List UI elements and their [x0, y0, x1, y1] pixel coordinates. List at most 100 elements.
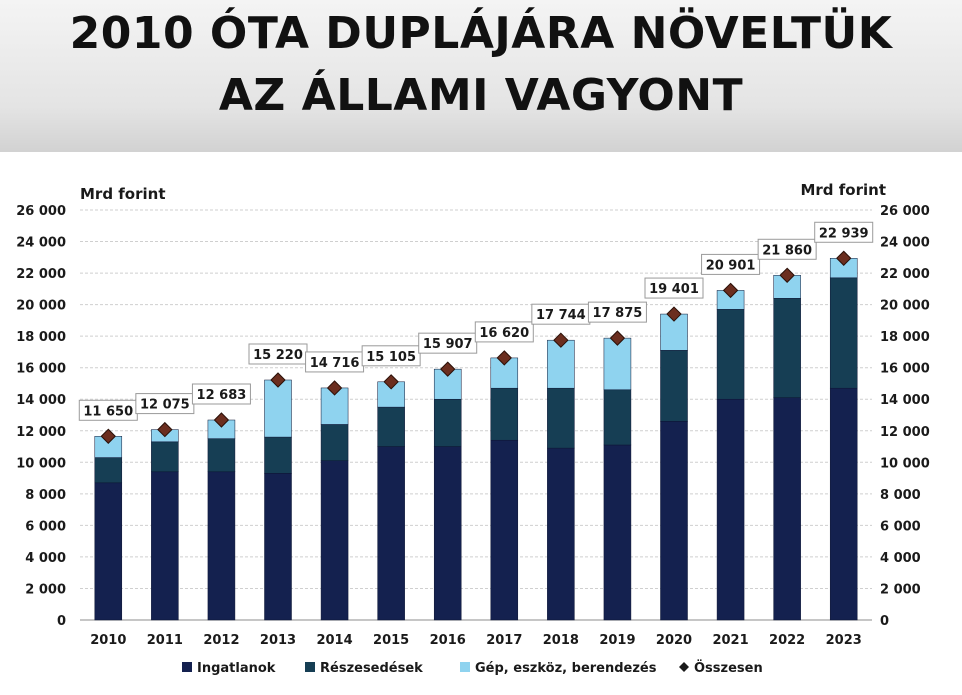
legend-label-osszesen: Összesen: [694, 660, 763, 676]
legend-label-ingatlanok: Ingatlanok: [197, 661, 276, 676]
total-marker: [326, 380, 343, 396]
bar-segment-reszesedesek: [433, 398, 462, 447]
total-label-box: [191, 383, 251, 405]
bar-segment-ingatlanok: [829, 387, 858, 621]
right-axis-unit: Mrd forint: [800, 181, 886, 199]
total-marker: [836, 250, 852, 266]
total-label-box: [644, 277, 704, 299]
bar-segment-reszesedesek: [660, 350, 688, 422]
legend-swatch-reszesedesek: [305, 662, 315, 672]
bar-segment-ingatlanok: [207, 471, 236, 621]
x-tick-label: 2020: [656, 633, 692, 648]
y-tick-label-right: 8 000: [880, 488, 921, 503]
y-tick-label-right: 14 000: [880, 393, 930, 408]
total-label-box: [701, 253, 761, 275]
total-label-box: [361, 345, 421, 367]
total-label: 11 650: [83, 404, 133, 419]
x-tick-label: 2019: [599, 633, 635, 648]
bar-segment-ingatlanok: [547, 447, 575, 621]
total-marker: [666, 306, 682, 322]
legend-swatch-gep: [460, 662, 470, 672]
bar-segment-reszesedesek: [94, 457, 123, 484]
y-tick-label-right: 6 000: [880, 519, 921, 534]
x-tick-label: 2022: [769, 633, 805, 648]
total-label: 20 901: [706, 258, 756, 273]
y-tick-label-left: 14 000: [16, 393, 66, 408]
total-label: 17 875: [593, 306, 643, 321]
total-label-box: [474, 321, 534, 343]
total-label: 15 105: [366, 350, 416, 365]
y-tick-label-right: 18 000: [880, 330, 930, 345]
y-tick-label-left: 10 000: [16, 456, 66, 471]
bar-segment-reszesedesek: [829, 277, 858, 389]
y-tick-label-left: 22 000: [16, 267, 66, 282]
y-tick-label-left: 4 000: [25, 551, 66, 566]
legend-swatch-osszesen: [679, 662, 689, 672]
total-label: 12 075: [140, 398, 190, 413]
total-label: 19 401: [649, 282, 699, 297]
total-label: 21 860: [762, 243, 812, 258]
total-label: 22 939: [819, 226, 869, 241]
bar-segment-ingatlanok: [603, 444, 632, 621]
bar-segment-reszesedesek: [207, 438, 236, 473]
x-tick-label: 2015: [373, 633, 409, 648]
total-label: 16 620: [479, 326, 529, 341]
x-tick-label: 2013: [260, 633, 296, 648]
bar-segment-gep: [264, 379, 292, 438]
total-label: 15 220: [253, 348, 303, 363]
y-tick-label-right: 4 000: [880, 551, 921, 566]
total-label-box: [757, 238, 817, 260]
y-tick-label-left: 18 000: [16, 330, 66, 345]
bar-segment-reszesedesek: [151, 441, 179, 473]
y-tick-label-left: 12 000: [16, 425, 66, 440]
total-label-box: [814, 221, 874, 243]
bar-segment-reszesedesek: [264, 436, 292, 474]
total-marker: [270, 372, 286, 388]
y-tick-label-left: 2 000: [25, 582, 66, 597]
bar-segment-reszesedesek: [490, 387, 519, 441]
y-tick-label-left: 0: [57, 614, 66, 629]
y-tick-label-left: 26 000: [16, 204, 66, 219]
x-tick-label: 2010: [90, 633, 126, 648]
total-label: 14 716: [310, 356, 360, 371]
total-marker: [383, 374, 399, 390]
x-tick-label: 2018: [543, 633, 579, 648]
y-tick-label-left: 24 000: [16, 236, 66, 251]
x-tick-label: 2012: [203, 633, 239, 648]
title-line-1: 2010 ÓTA DUPLÁJÁRA NÖVELTÜK: [69, 8, 893, 59]
total-marker: [213, 412, 230, 428]
y-tick-label-left: 20 000: [16, 299, 66, 314]
bar-segment-reszesedesek: [773, 298, 801, 398]
y-tick-label-right: 12 000: [880, 425, 930, 440]
total-marker: [779, 267, 795, 283]
bar-segment-reszesedesek: [547, 387, 575, 449]
bar-segment-ingatlanok: [433, 446, 462, 621]
total-label-box: [418, 332, 478, 354]
chart: 0 0 2 000 2 000 4 000 4 000 6 000 6 000 8 000 8 0…: [16, 181, 930, 676]
total-marker: [553, 332, 569, 348]
y-tick-label-left: 6 000: [25, 519, 66, 534]
total-marker: [609, 330, 626, 346]
total-marker: [722, 282, 739, 299]
bar-segment-ingatlanok: [320, 460, 349, 621]
bar-segment-ingatlanok: [773, 397, 801, 621]
y-tick-label-right: 26 000: [880, 204, 930, 219]
bar-segment-ingatlanok: [94, 482, 123, 621]
x-tick-label: 2014: [316, 633, 352, 648]
legend-label-reszesedesek: Részesedések: [320, 661, 423, 676]
bar-segment-reszesedesek: [377, 406, 405, 447]
bar-segment-gep: [603, 337, 632, 391]
total-label: 17 744: [536, 308, 586, 323]
total-marker: [100, 428, 116, 444]
legend-swatch-ingatlanok: [182, 662, 192, 672]
left-axis-unit: Mrd forint: [80, 185, 166, 203]
total-label: 15 907: [423, 337, 473, 352]
y-tick-label-right: 0: [880, 614, 889, 629]
bar-segment-reszesedesek: [320, 424, 349, 461]
y-tick-label-left: 8 000: [25, 488, 66, 503]
bar-segment-ingatlanok: [716, 398, 745, 621]
y-tick-label-right: 10 000: [880, 456, 930, 471]
y-tick-label-right: 20 000: [880, 299, 930, 314]
x-tick-label: 2017: [486, 633, 522, 648]
bar-segment-ingatlanok: [377, 446, 405, 621]
